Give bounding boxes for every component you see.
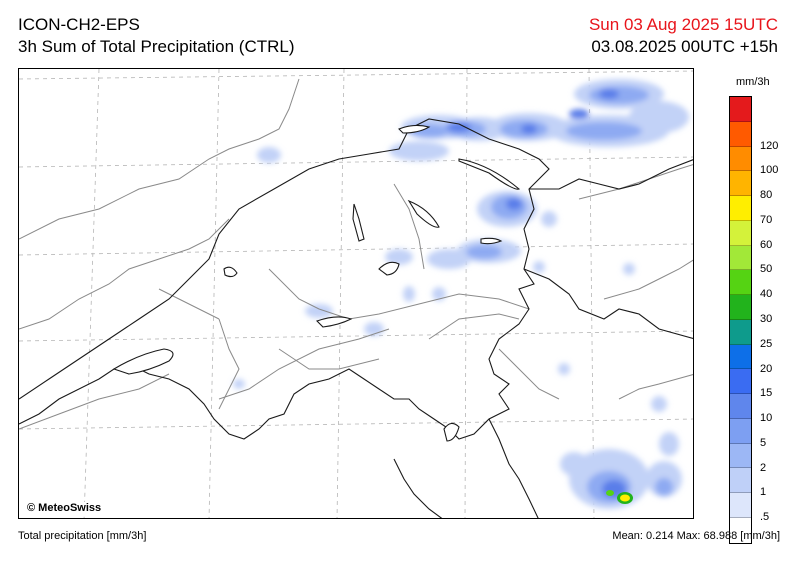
- footer-variable: Total precipitation [mm/3h]: [18, 530, 147, 542]
- legend-swatch: [730, 369, 751, 395]
- mean-value: 0.214: [646, 530, 674, 542]
- legend-swatch: [730, 394, 751, 419]
- legend-swatch: [730, 319, 751, 345]
- precipitation-map[interactable]: © MeteoSwiss: [18, 68, 694, 519]
- legend-swatch: [730, 196, 751, 221]
- legend-tick-label: 70: [760, 213, 773, 226]
- legend-swatch: [730, 418, 751, 444]
- map-canvas: [19, 69, 693, 518]
- legend-swatch: [730, 344, 751, 370]
- lakes: [112, 124, 521, 442]
- legend-swatch: [730, 220, 751, 246]
- legend-swatch: [730, 518, 751, 543]
- legend-swatch: [730, 295, 751, 320]
- legend-tick-label: 10: [760, 412, 773, 425]
- legend-colorbar: [729, 96, 752, 544]
- legend-swatch: [730, 121, 751, 147]
- legend-tick-label: 1: [760, 486, 767, 499]
- legend-tick-label: 40: [760, 288, 773, 301]
- legend-tick-label: 100: [760, 164, 779, 177]
- legend-swatch: [730, 245, 751, 271]
- time-block: Sun 03 Aug 2025 15UTC 03.08.2025 00UTC +…: [589, 14, 778, 58]
- model-name: ICON-CH2-EPS: [18, 15, 140, 34]
- legend-tick-label: 2: [760, 461, 767, 474]
- max-value: 68.988: [703, 530, 738, 542]
- legend-swatch: [730, 468, 751, 494]
- legend-swatch: [730, 97, 751, 122]
- valid-time: Sun 03 Aug 2025 15UTC: [588, 15, 778, 34]
- legend-tick-label: 20: [760, 362, 773, 375]
- borders: [19, 78, 693, 430]
- max-label: Max:: [676, 530, 701, 542]
- legend-tick-label: 50: [760, 263, 773, 276]
- legend-tick-label: 5: [760, 436, 767, 449]
- legend-tick-label: 60: [760, 238, 773, 251]
- legend-unit: mm/3h: [736, 76, 770, 88]
- legend-tick-label: .5: [760, 511, 770, 524]
- graticule: [19, 69, 693, 518]
- product-name: 3h Sum of Total Precipitation (CTRL): [18, 37, 295, 56]
- mean-label: Mean:: [612, 530, 643, 542]
- legend-tick-label: 25: [760, 337, 773, 350]
- copyright: © MeteoSwiss: [25, 502, 104, 514]
- legend-tick-label: 30: [760, 313, 773, 326]
- run-info: 03.08.2025 00UTC +15h: [591, 37, 778, 56]
- footer-stats: Mean: 0.214 Max: 68.988 [mm/3h]: [612, 530, 780, 542]
- precipitation-field: [233, 79, 689, 509]
- legend-swatch: [730, 443, 751, 469]
- title-block: ICON-CH2-EPS 3h Sum of Total Precipitati…: [18, 14, 295, 58]
- legend-tick-label: 80: [760, 189, 773, 202]
- legend-swatch: [730, 146, 751, 172]
- legend-tick-label: 120: [760, 139, 779, 152]
- legend-swatch: [730, 270, 751, 296]
- legend-swatch: [730, 493, 751, 519]
- swiss-border: [19, 118, 693, 518]
- legend-swatch: [730, 171, 751, 197]
- legend-tick-label: 15: [760, 387, 773, 400]
- max-unit: [mm/3h]: [740, 530, 780, 542]
- intense-cell: [606, 490, 633, 504]
